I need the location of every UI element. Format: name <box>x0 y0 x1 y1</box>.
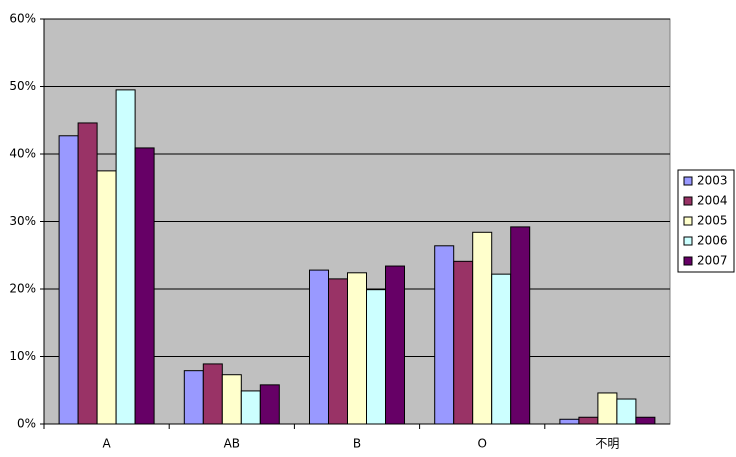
x-tick-label: O <box>477 437 486 451</box>
bar <box>635 416 656 425</box>
y-tick-label: 60% <box>9 12 36 26</box>
legend-label: 2007 <box>697 254 728 268</box>
x-tick-label: AB <box>224 437 240 451</box>
legend-label: 2004 <box>697 194 728 208</box>
bar <box>491 273 512 425</box>
legend-swatch <box>683 216 693 226</box>
bar <box>597 392 618 425</box>
bar <box>240 390 261 425</box>
bar <box>366 289 386 425</box>
bar <box>221 374 242 425</box>
x-tick-label: B <box>353 437 361 451</box>
legend-swatch <box>683 236 693 246</box>
x-tick-label: 不明 <box>595 437 619 451</box>
bar <box>385 265 405 425</box>
legend-label: 2006 <box>697 234 728 248</box>
y-tick-label: 50% <box>9 79 36 93</box>
bar <box>309 269 329 425</box>
legend-label: 2003 <box>697 174 728 188</box>
y-tick-label: 20% <box>9 282 36 296</box>
bar <box>434 245 455 425</box>
y-tick-label: 10% <box>9 349 36 363</box>
bar <box>578 416 599 425</box>
y-tick-label: 0% <box>17 417 36 431</box>
bar <box>115 89 136 425</box>
x-tick-label: A <box>102 437 111 451</box>
bar <box>77 122 98 425</box>
y-tick-label: 40% <box>9 147 36 161</box>
y-tick-label: 30% <box>9 214 36 228</box>
bar <box>183 370 204 425</box>
legend-swatch <box>683 196 693 206</box>
bar <box>559 418 580 425</box>
bar <box>453 260 474 425</box>
bar <box>202 363 223 425</box>
bar <box>259 384 280 425</box>
bar <box>58 135 79 425</box>
bar <box>616 398 637 425</box>
bar <box>96 170 117 425</box>
bar <box>134 147 155 425</box>
bar <box>510 226 531 425</box>
legend-swatch <box>683 176 693 186</box>
bar <box>328 278 348 425</box>
bar <box>472 231 493 425</box>
bar <box>347 272 367 425</box>
legend-swatch <box>683 256 693 266</box>
legend-label: 2005 <box>697 214 728 228</box>
